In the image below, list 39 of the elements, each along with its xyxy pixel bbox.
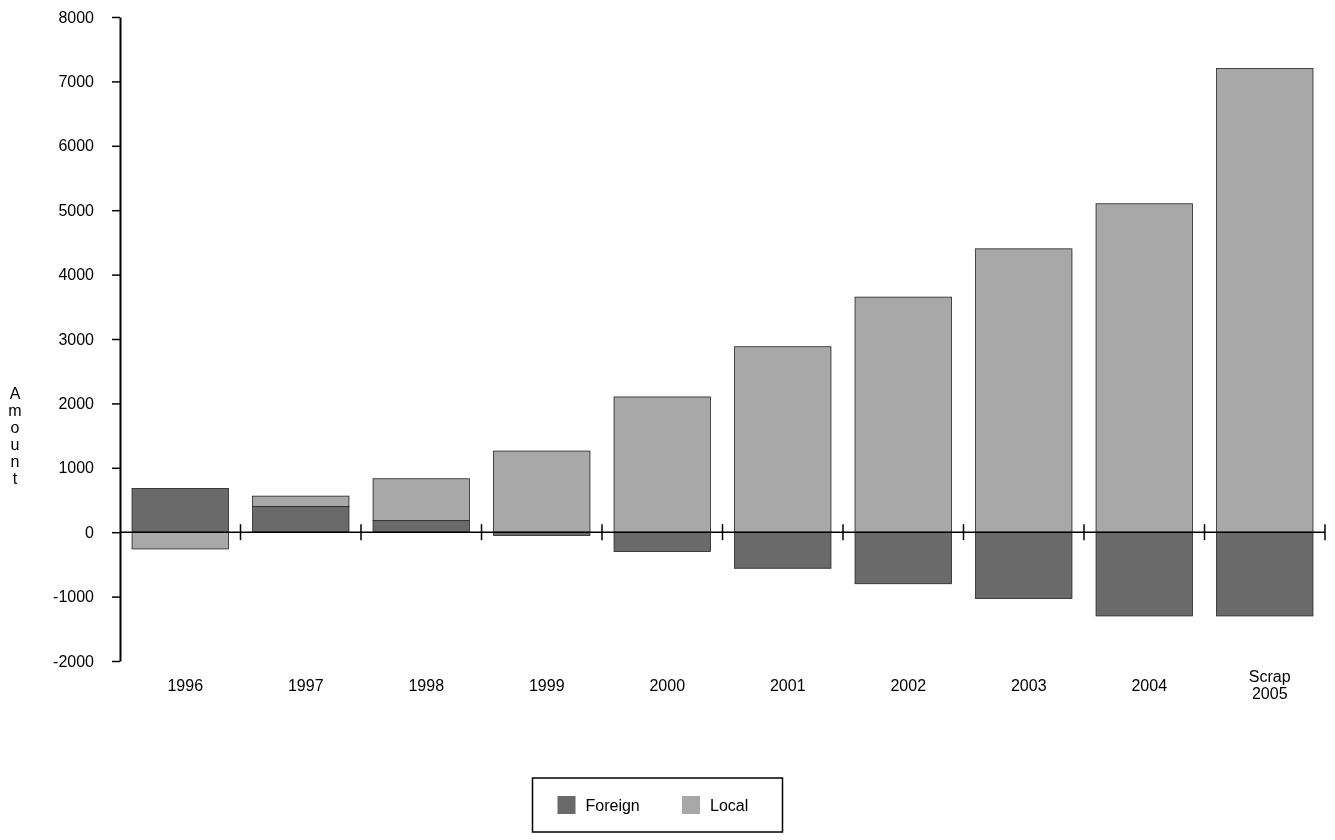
bar	[854, 531, 952, 585]
y-tick-label: 1000	[58, 459, 95, 477]
x-tick-label: Scrap 2005	[1248, 668, 1291, 703]
y-tick-label: 7000	[58, 73, 95, 91]
bar	[613, 531, 711, 552]
y-tick-label: 3000	[58, 330, 95, 348]
legend-label: Local	[710, 796, 749, 814]
x-tick-label: 2001	[769, 676, 806, 694]
bar	[131, 488, 229, 533]
bar	[734, 346, 832, 533]
bar	[975, 531, 1073, 599]
x-tick-label: 1996	[167, 676, 204, 694]
legend-label: Foreign	[585, 796, 640, 814]
x-tick-label: 1998	[408, 676, 445, 694]
y-tick-label: 2000	[58, 395, 95, 413]
x-tick-label: 1997	[287, 676, 324, 694]
bar	[493, 450, 591, 533]
y-axis-title: Amount	[8, 384, 22, 487]
y-tick-label: 0	[85, 523, 95, 541]
bar	[131, 531, 229, 550]
bar	[1216, 531, 1314, 617]
bar	[1095, 203, 1193, 533]
y-tick-label: -2000	[53, 652, 95, 670]
bar	[854, 296, 952, 533]
x-tick-label: 2002	[890, 676, 927, 694]
y-tick-label: 4000	[58, 266, 95, 284]
y-tick-label: -1000	[53, 588, 95, 606]
bar	[1095, 531, 1193, 617]
y-tick-label: 8000	[58, 8, 95, 26]
x-tick-label: 1999	[528, 676, 565, 694]
bar	[1216, 68, 1314, 533]
y-tick-label: 6000	[58, 137, 95, 155]
x-tick-label: 2004	[1131, 676, 1168, 694]
x-tick-label: 2000	[649, 676, 686, 694]
y-tick-label: 5000	[58, 201, 95, 219]
bar	[613, 396, 711, 533]
x-tick-label: 2003	[1010, 676, 1047, 694]
bar	[734, 531, 832, 569]
bar	[975, 248, 1073, 533]
